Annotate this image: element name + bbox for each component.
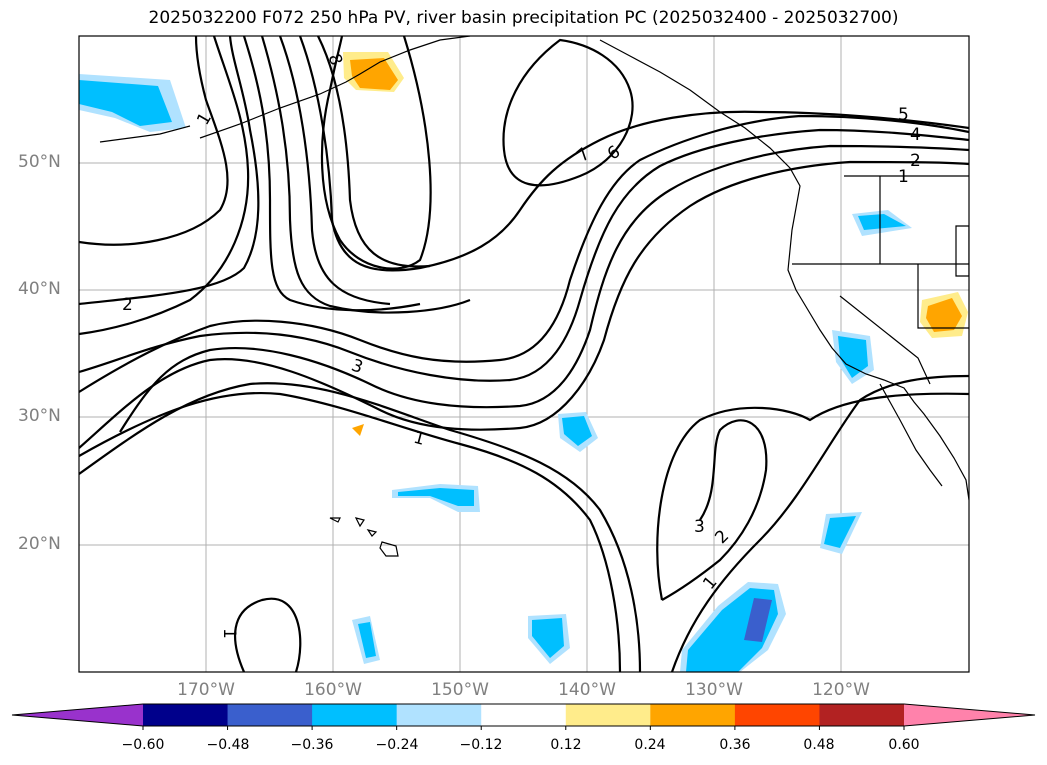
lat-label-20n: 20°N	[18, 534, 61, 554]
colorbar-segment	[312, 704, 398, 726]
contour-label-3-south: 3	[694, 517, 705, 537]
colorbar-tick: 0.36	[719, 737, 751, 753]
contour-label-1-mid: 1	[411, 428, 427, 450]
coastlines	[99, 36, 969, 501]
contour-label-1-sw: 1	[219, 628, 239, 639]
colorbar-extend-high	[904, 704, 1035, 726]
colorbar-tick: 0.24	[634, 737, 666, 753]
lon-label-140w: 140°W	[558, 680, 616, 700]
lon-label-120w: 120°W	[812, 680, 870, 700]
contour-label-5: 5	[898, 105, 909, 125]
lon-label-130w: 130°W	[685, 680, 743, 700]
colorbar-segment	[481, 704, 567, 726]
colorbar-segment	[143, 704, 229, 726]
precipitation-shading	[79, 52, 968, 672]
colorbar-segment	[734, 704, 820, 726]
map-frame	[78, 35, 970, 673]
contour-label-1-east: 1	[898, 167, 909, 187]
colorbar-tick: −0.12	[459, 737, 503, 753]
colorbar-extend-low	[12, 704, 143, 726]
hawaii-islands	[329, 517, 399, 557]
colorbar-tick: 0.12	[550, 737, 582, 753]
colorbar	[11, 703, 1036, 730]
contour-label-2-east: 2	[910, 151, 921, 171]
colorbar-tick: −0.48	[206, 737, 250, 753]
contour-label-2-west: 2	[122, 295, 133, 315]
lat-label-50n: 50°N	[18, 152, 61, 172]
colorbar-tick: 0.60	[888, 737, 920, 753]
lon-label-170w: 170°W	[177, 680, 235, 700]
map-title: 2025032200 F072 250 hPa PV, river basin …	[148, 8, 899, 28]
colorbar-segment	[396, 704, 482, 726]
colorbar-segment	[819, 704, 905, 726]
pv-contours	[79, 36, 969, 672]
colorbar-tick: −0.60	[121, 737, 165, 753]
colorbar-tick: −0.24	[375, 737, 419, 753]
colorbar-segment	[227, 704, 313, 726]
colorbar-segment	[650, 704, 736, 726]
colorbar-tick: 0.48	[803, 737, 835, 753]
lon-label-160w: 160°W	[304, 680, 362, 700]
lat-label-30n: 30°N	[18, 406, 61, 426]
colorbar-segment	[565, 704, 651, 726]
lon-label-150w: 150°W	[431, 680, 489, 700]
colorbar-tick: −0.36	[290, 737, 334, 753]
lat-label-40n: 40°N	[18, 279, 61, 299]
contour-label-4: 4	[910, 125, 921, 145]
